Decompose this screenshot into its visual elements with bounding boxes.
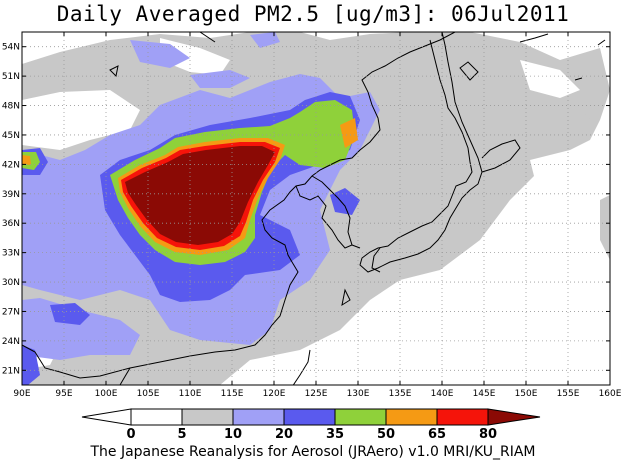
lon-tick-label: 145E — [473, 389, 496, 399]
lon-tick-label: 100E — [95, 389, 118, 399]
lon-tick-label: 160E — [599, 389, 622, 399]
colorbar-segment — [385, 408, 438, 426]
lat-tick-label: 33N — [2, 249, 20, 259]
coastlines — [22, 32, 606, 385]
lat-tick-label: 51N — [2, 72, 20, 82]
lat-tick-label: 54N — [2, 43, 20, 53]
lon-tick-label: 90E — [13, 389, 30, 399]
lon-tick-label: 120E — [263, 389, 286, 399]
level-80-plus — [125, 146, 275, 245]
colorbar-segment — [130, 408, 183, 426]
lat-tick-label: 48N — [2, 102, 20, 112]
lat-tick-label: 27N — [2, 307, 20, 317]
lat-tick-label: 42N — [2, 160, 20, 170]
colorbar-extend-low — [81, 408, 132, 426]
lon-tick-label: 115E — [221, 389, 244, 399]
lat-tick-label: 24N — [2, 337, 20, 347]
lon-tick-label: 150E — [515, 389, 538, 399]
colorbar-extend-high — [487, 408, 541, 426]
lat-tick-label: 21N — [2, 366, 20, 376]
colorbar-label: 50 — [377, 427, 395, 442]
longitude-axis: 90E 95E 100E 105E 110E 115E 120E 125E 130E 135E 14… — [13, 32, 622, 399]
lon-tick-label: 95E — [55, 389, 72, 399]
lon-tick-label: 135E — [389, 389, 412, 399]
credit-footer: The Japanese Reanalysis for Aerosol (JRA… — [90, 444, 536, 460]
lon-tick-label: 110E — [179, 389, 202, 399]
colorbar-segment — [283, 408, 336, 426]
colorbar-label: 20 — [275, 427, 293, 442]
colorbar-label: 0 — [126, 427, 135, 442]
lat-tick-label: 30N — [2, 278, 20, 288]
colorbar-label: 10 — [224, 427, 242, 442]
lon-tick-label: 155E — [557, 389, 580, 399]
map-title: Daily Averaged PM2.5 [ug/m3]: 06Jul2011 — [56, 2, 570, 26]
colorbar-segment — [436, 408, 489, 426]
lon-tick-label: 125E — [305, 389, 328, 399]
colorbar-segment — [181, 408, 234, 426]
colorbar-label: 65 — [428, 427, 446, 442]
graticule — [22, 32, 610, 385]
lon-tick-label: 140E — [431, 389, 454, 399]
lat-tick-label: 36N — [2, 219, 20, 229]
colorbar-segment — [334, 408, 387, 426]
colorbar-label: 80 — [479, 427, 497, 442]
colorbar-label: 35 — [326, 427, 344, 442]
lon-tick-label: 130E — [347, 389, 370, 399]
latitude-axis: 21N 24N 27N 30N 33N 36N 39N 42N 45N 48N 51N 54N — [2, 43, 610, 376]
colorbar-label: 5 — [177, 427, 186, 442]
colorbar-segment — [232, 408, 285, 426]
colorbar: 0 5 10 20 35 50 65 80 — [81, 408, 541, 442]
lon-tick-label: 105E — [137, 389, 160, 399]
lat-tick-label: 45N — [2, 131, 20, 141]
lat-tick-label: 39N — [2, 190, 20, 200]
